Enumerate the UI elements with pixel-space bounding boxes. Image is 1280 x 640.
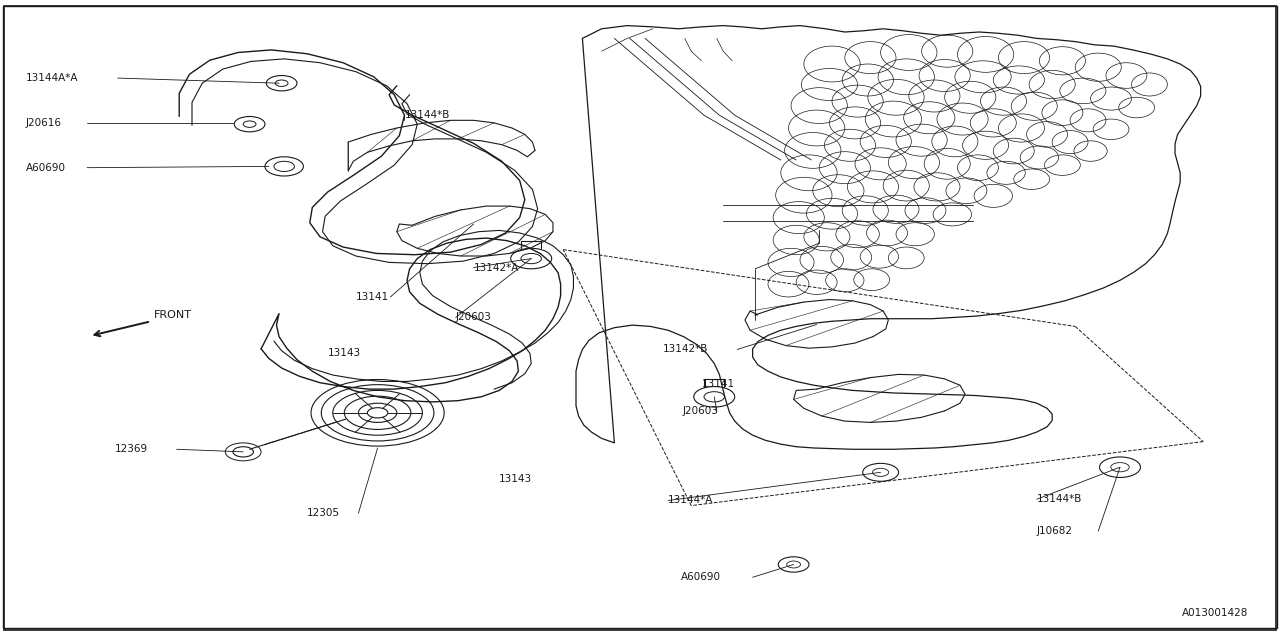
Text: 13144*B: 13144*B <box>1037 494 1082 504</box>
Text: 13144*A: 13144*A <box>668 495 713 506</box>
Text: A013001428: A013001428 <box>1181 607 1248 618</box>
Text: 13144*B: 13144*B <box>404 110 449 120</box>
Text: 13143: 13143 <box>499 474 532 484</box>
Text: 13144A*A: 13144A*A <box>26 73 78 83</box>
Text: 12305: 12305 <box>307 508 340 518</box>
Text: J10682: J10682 <box>1037 526 1073 536</box>
Text: 12369: 12369 <box>115 444 148 454</box>
Text: 13142*A: 13142*A <box>474 262 518 273</box>
Text: J20616: J20616 <box>26 118 61 128</box>
Text: 13141: 13141 <box>701 379 735 389</box>
Text: J20603: J20603 <box>682 406 718 416</box>
Text: A60690: A60690 <box>26 163 65 173</box>
Text: FRONT: FRONT <box>154 310 192 320</box>
Text: 13142*B: 13142*B <box>663 344 708 355</box>
Text: 13141: 13141 <box>356 292 389 302</box>
Text: J20603: J20603 <box>456 312 492 323</box>
Text: A60690: A60690 <box>681 572 721 582</box>
Text: 13143: 13143 <box>328 348 361 358</box>
